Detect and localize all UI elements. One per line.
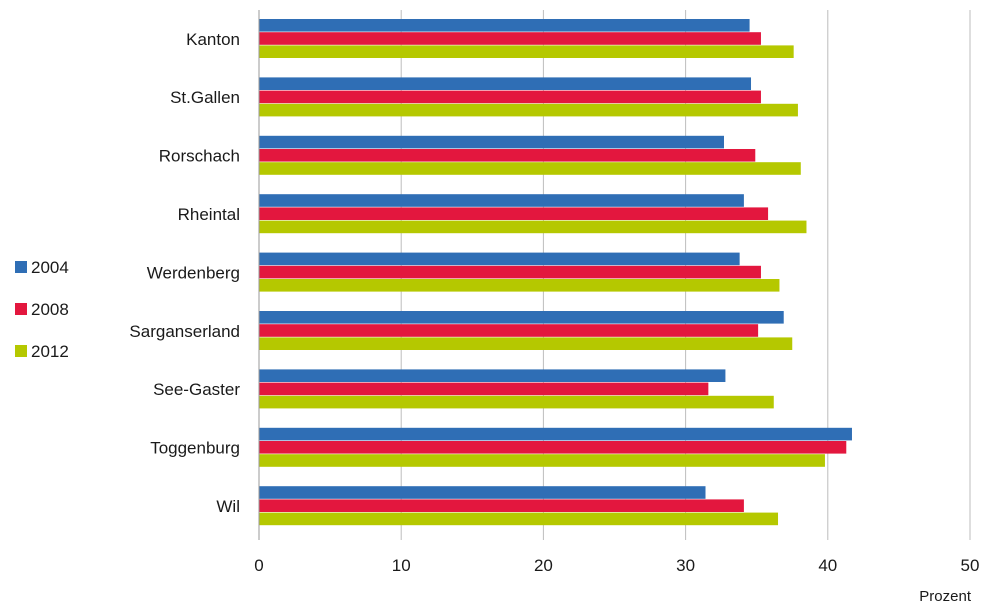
bars-layer (259, 19, 852, 526)
legend-swatch-2004 (15, 261, 27, 273)
bar-2012-Sarganserland (259, 337, 793, 350)
x-tick-label: 10 (392, 556, 411, 575)
x-tick-label: 0 (254, 556, 263, 575)
bar-2012-Toggenburg (259, 454, 825, 467)
x-tick-label: 20 (534, 556, 553, 575)
bar-2008-See-Gaster (259, 382, 709, 396)
bar-2012-Rorschach (259, 162, 801, 175)
bar-2008-Kanton (259, 32, 761, 45)
bar-2004-Kanton (259, 19, 750, 32)
legend-label: 2012 (31, 342, 69, 361)
legend-label: 2008 (31, 300, 69, 319)
bar-2008-St.Gallen (259, 90, 761, 104)
bar-2012-Werdenberg (259, 279, 780, 292)
category-label: Wil (216, 497, 240, 516)
legend-swatch-2012 (15, 345, 27, 357)
category-label: Kanton (186, 30, 240, 49)
bar-2012-Rheintal (259, 220, 807, 234)
category-label: Toggenburg (150, 439, 240, 458)
x-tick-label: 50 (961, 556, 980, 575)
bar-2004-St.Gallen (259, 77, 752, 90)
category-label: Rheintal (178, 205, 240, 224)
bar-2004-Rheintal (259, 194, 744, 207)
bar-2008-Toggenburg (259, 441, 847, 454)
bar-2008-Sarganserland (259, 324, 759, 337)
bar-2012-Wil (259, 512, 779, 526)
bar-2004-Wil (259, 486, 706, 499)
bar-2012-See-Gaster (259, 395, 774, 409)
bar-2008-Rheintal (259, 207, 769, 220)
x-tick-label: 40 (818, 556, 837, 575)
bar-2008-Wil (259, 499, 744, 512)
category-label: Werdenberg (147, 263, 240, 282)
bar-2004-See-Gaster (259, 369, 726, 382)
category-label: Sarganserland (129, 322, 240, 341)
category-label: See-Gaster (153, 380, 240, 399)
category-label: St.Gallen (170, 88, 240, 107)
x-tick-labels: 0 10 20 30 40 50 (254, 556, 979, 575)
bar-2004-Werdenberg (259, 252, 740, 266)
bar-2004-Rorschach (259, 135, 724, 149)
legend: 2004 2008 2012 (15, 258, 69, 361)
legend-label: 2004 (31, 258, 69, 277)
x-axis-unit: Prozent (919, 588, 972, 605)
bar-2012-Kanton (259, 45, 794, 58)
bar-2008-Rorschach (259, 149, 756, 162)
bar-2012-St.Gallen (259, 103, 798, 117)
bar-2008-Werdenberg (259, 265, 761, 279)
category-labels: Kanton St.Gallen Rorschach Rheintal Werdenbe… (129, 30, 240, 516)
bar-2004-Toggenburg (259, 427, 852, 441)
category-label: Rorschach (159, 147, 240, 166)
bar-2004-Sarganserland (259, 311, 784, 324)
legend-swatch-2008 (15, 303, 27, 315)
x-tick-label: 30 (676, 556, 695, 575)
